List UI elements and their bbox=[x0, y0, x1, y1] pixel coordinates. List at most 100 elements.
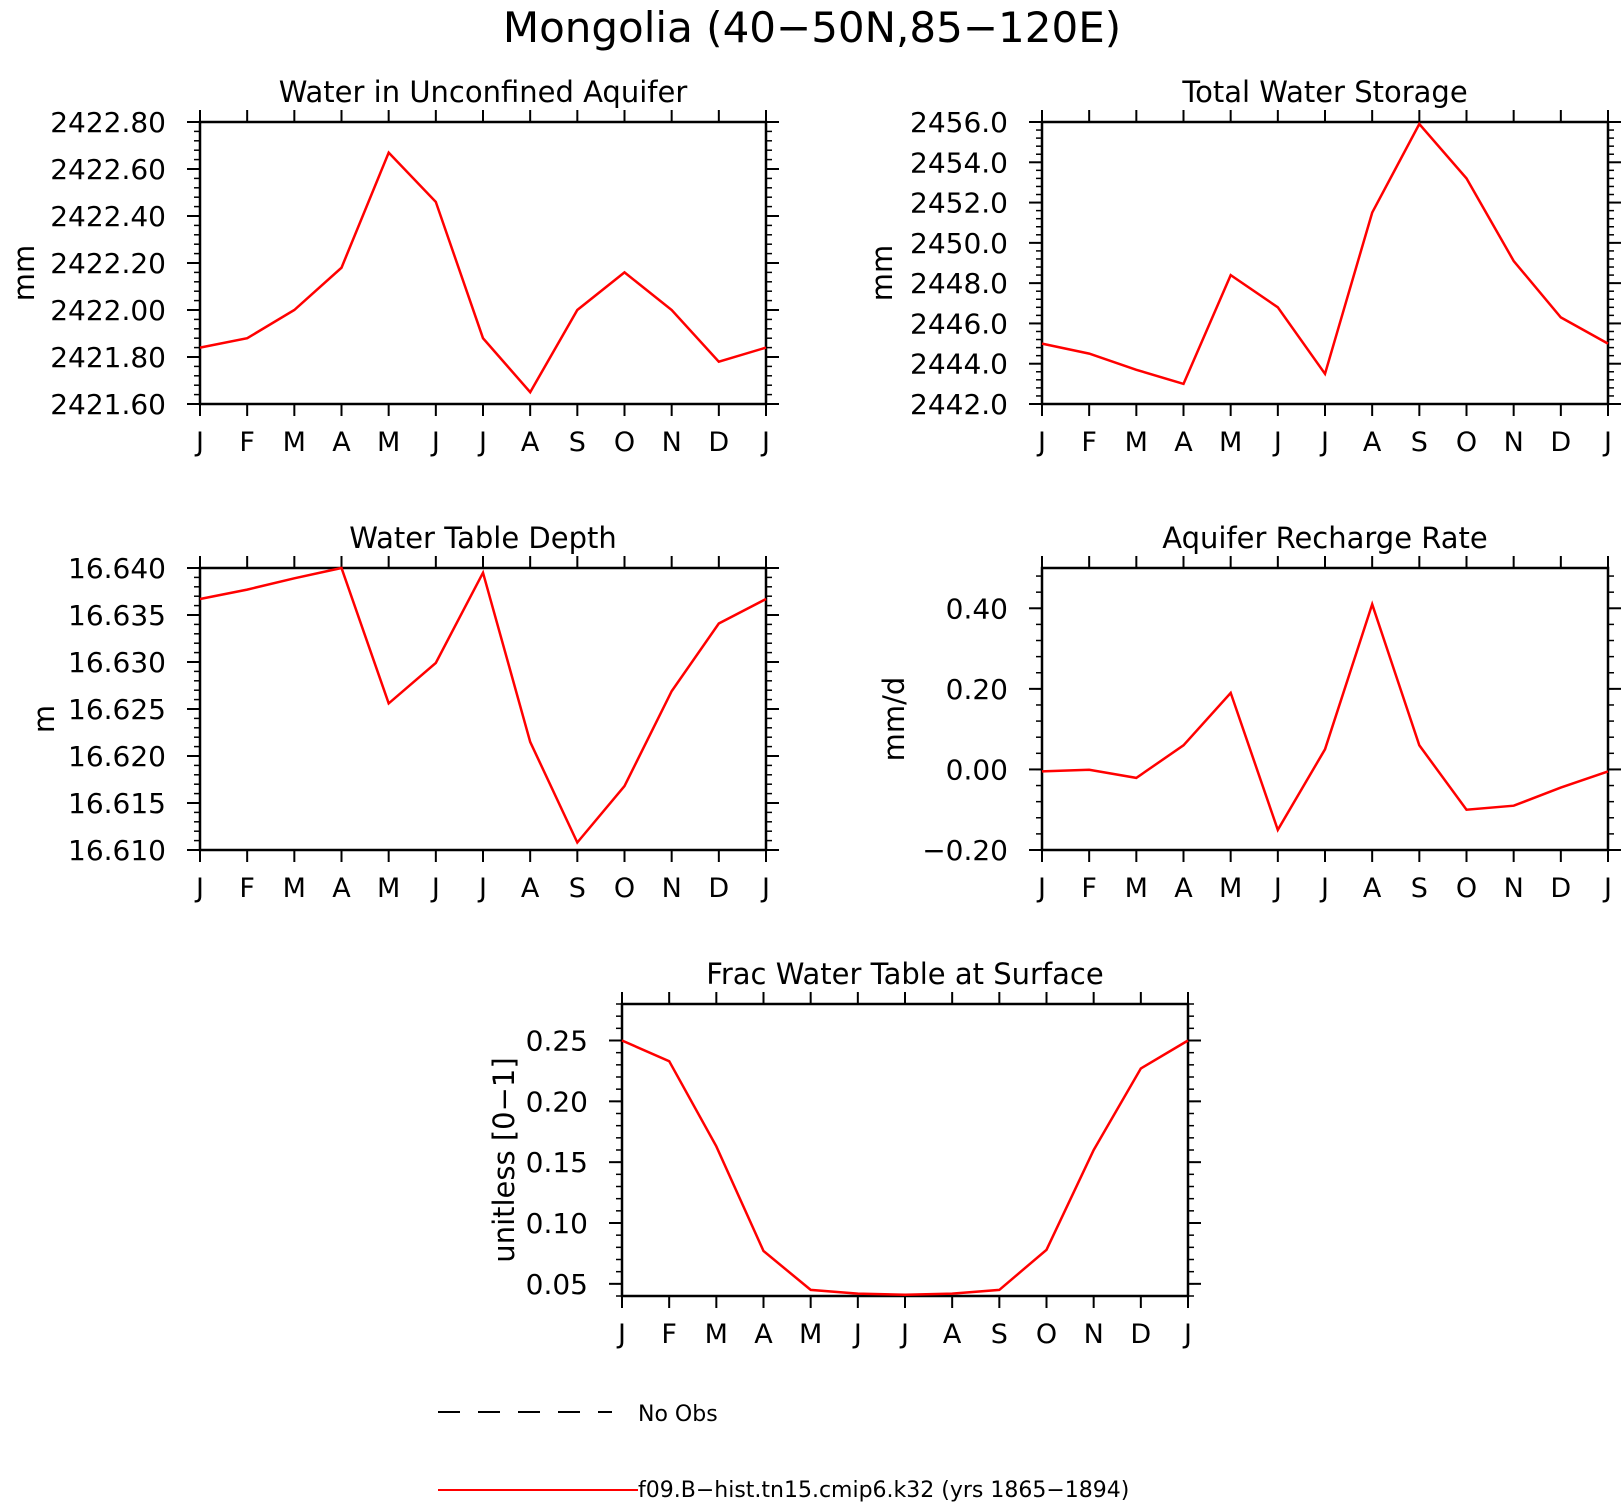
x-tick-label: M bbox=[377, 427, 400, 458]
plot-frame bbox=[620, 1002, 1190, 1298]
series-line bbox=[199, 566, 767, 845]
x-tick-label: S bbox=[1411, 873, 1428, 904]
series-line bbox=[1041, 121, 1609, 386]
y-tick-label: 16.610 bbox=[68, 834, 166, 867]
y-tick-label: 16.620 bbox=[68, 740, 166, 773]
x-tick-label: O bbox=[1456, 873, 1477, 904]
x-tick-label: F bbox=[239, 427, 255, 458]
x-tick-label: J bbox=[852, 1319, 862, 1350]
y-tick-label: 0.40 bbox=[946, 592, 1008, 625]
x-tick-label: A bbox=[1174, 427, 1193, 458]
x-tick-label: J bbox=[1319, 427, 1329, 458]
series-line bbox=[1041, 600, 1609, 833]
x-tick-label: S bbox=[569, 873, 586, 904]
x-tick-label: J bbox=[1602, 427, 1612, 458]
y-tick-label: 2450.0 bbox=[910, 227, 1008, 260]
x-tick-label: J bbox=[1036, 873, 1046, 904]
x-tick-label: D bbox=[1550, 873, 1571, 904]
figure-title: Mongolia (40−50N,85−120E) bbox=[503, 3, 1121, 52]
x-tick-label: S bbox=[569, 427, 586, 458]
y-axis-label: mm/d bbox=[877, 677, 911, 762]
x-tick-label: M bbox=[1125, 873, 1148, 904]
x-tick-label: J bbox=[477, 427, 487, 458]
legend: No Obs f09.B−hist.tn15.cmip6.k32 (yrs 18… bbox=[438, 1402, 1129, 1502]
y-axis-label: mm bbox=[865, 245, 899, 302]
y-tick-label: 2454.0 bbox=[910, 146, 1008, 179]
x-tick-label: J bbox=[194, 873, 204, 904]
x-tick-label: M bbox=[283, 873, 306, 904]
y-tick-label: 0.05 bbox=[526, 1268, 588, 1301]
x-tick-label: D bbox=[1550, 427, 1571, 458]
x-tick-label: N bbox=[1504, 873, 1524, 904]
x-tick-label: J bbox=[1319, 873, 1329, 904]
x-tick-label: D bbox=[708, 873, 729, 904]
x-tick-label: J bbox=[760, 873, 770, 904]
y-axis-label: unitless [0−1] bbox=[487, 1057, 521, 1262]
x-tick-label: J bbox=[194, 427, 204, 458]
x-tick-label: A bbox=[943, 1319, 962, 1350]
x-tick-label: M bbox=[1219, 427, 1242, 458]
panel-p5: Frac Water Table at Surface unitless [0−1… bbox=[487, 957, 1201, 1350]
x-tick-label: S bbox=[991, 1319, 1008, 1350]
legend-label-model: f09.B−hist.tn15.cmip6.k32 (yrs 1865−1894… bbox=[638, 1478, 1129, 1502]
x-tick-label: F bbox=[239, 873, 255, 904]
x-tick-label: A bbox=[1363, 873, 1382, 904]
x-tick-label: M bbox=[283, 427, 306, 458]
x-tick-label: A bbox=[1174, 873, 1193, 904]
x-tick-label: O bbox=[1456, 427, 1477, 458]
y-tick-label: 2446.0 bbox=[910, 307, 1008, 340]
x-tick-label: D bbox=[708, 427, 729, 458]
y-tick-label: 0.00 bbox=[946, 753, 1008, 786]
x-tick-label: A bbox=[521, 427, 540, 458]
y-tick-label: 2456.0 bbox=[910, 106, 1008, 139]
x-tick-label: O bbox=[614, 873, 635, 904]
x-tick-label: M bbox=[799, 1319, 822, 1350]
x-tick-label: J bbox=[616, 1319, 626, 1350]
x-tick-label: J bbox=[430, 873, 440, 904]
panel-title: Aquifer Recharge Rate bbox=[1162, 521, 1488, 555]
y-tick-label: 0.25 bbox=[526, 1025, 588, 1058]
x-tick-label: F bbox=[661, 1319, 677, 1350]
y-tick-label: 0.15 bbox=[526, 1146, 588, 1179]
x-tick-label: F bbox=[1081, 873, 1097, 904]
x-tick-label: J bbox=[1272, 427, 1282, 458]
y-tick-label: 2442.0 bbox=[910, 388, 1008, 421]
x-tick-label: J bbox=[899, 1319, 909, 1350]
x-tick-label: J bbox=[760, 427, 770, 458]
x-tick-label: J bbox=[1602, 873, 1612, 904]
y-tick-label: 2421.60 bbox=[50, 388, 166, 421]
panel-title: Water Table Depth bbox=[349, 521, 617, 555]
x-tick-label: A bbox=[521, 873, 540, 904]
panel-title: Frac Water Table at Surface bbox=[706, 957, 1103, 991]
y-tick-label: 2422.80 bbox=[50, 106, 166, 139]
x-tick-label: M bbox=[377, 873, 400, 904]
y-axis-label: m bbox=[27, 705, 61, 733]
series-line bbox=[621, 1039, 1189, 1297]
x-tick-label: J bbox=[1036, 427, 1046, 458]
x-tick-label: A bbox=[332, 873, 351, 904]
y-tick-label: 2422.60 bbox=[50, 153, 166, 186]
y-tick-label: 2452.0 bbox=[910, 187, 1008, 220]
y-tick-label: 2422.00 bbox=[50, 294, 166, 327]
plot-frame bbox=[1040, 566, 1610, 852]
x-tick-label: M bbox=[1125, 427, 1148, 458]
x-tick-label: J bbox=[477, 873, 487, 904]
y-tick-label: 2422.20 bbox=[50, 247, 166, 280]
y-tick-label: 0.20 bbox=[946, 673, 1008, 706]
x-tick-label: O bbox=[614, 427, 635, 458]
y-tick-label: 16.640 bbox=[68, 552, 166, 585]
y-tick-label: 16.635 bbox=[68, 599, 166, 632]
x-tick-label: M bbox=[705, 1319, 728, 1350]
x-tick-label: N bbox=[662, 873, 682, 904]
x-tick-label: J bbox=[430, 427, 440, 458]
x-tick-label: S bbox=[1411, 427, 1428, 458]
y-tick-label: 0.10 bbox=[526, 1207, 588, 1240]
y-tick-label: 16.630 bbox=[68, 646, 166, 679]
panel-title: Total Water Storage bbox=[1181, 75, 1467, 109]
y-tick-label: 2448.0 bbox=[910, 267, 1008, 300]
y-tick-label: 2421.80 bbox=[50, 341, 166, 374]
